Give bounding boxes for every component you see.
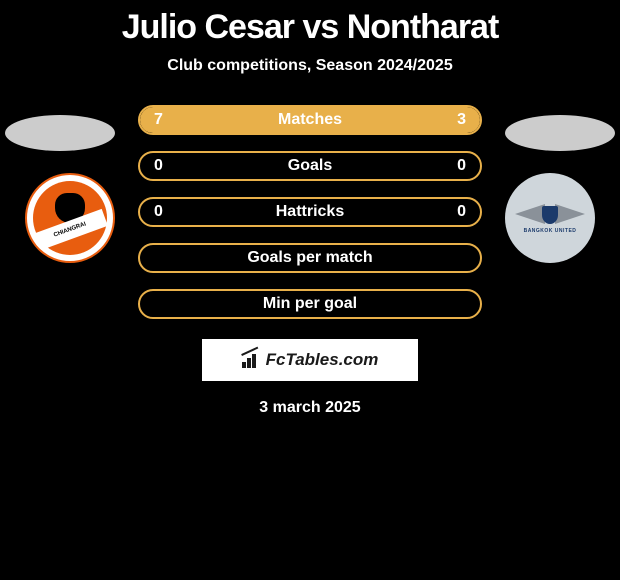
stats-bars: 7 Matches 3 0 Goals 0 0 Hattricks 0 Goal… bbox=[138, 105, 482, 319]
stat-row-hattricks: 0 Hattricks 0 bbox=[138, 197, 482, 227]
stat-label: Matches bbox=[140, 111, 480, 129]
footer-date: 3 march 2025 bbox=[0, 399, 620, 417]
team-badge-right-inner: BANGKOK UNITED bbox=[515, 202, 585, 234]
team-badge-right: BANGKOK UNITED bbox=[505, 173, 595, 263]
branding-text: FcTables.com bbox=[266, 350, 379, 370]
stat-row-gpm: Goals per match bbox=[138, 243, 482, 273]
stat-label: Goals per match bbox=[140, 249, 480, 267]
player-right-photo-placeholder bbox=[505, 115, 615, 151]
stat-label: Min per goal bbox=[140, 295, 480, 313]
stat-row-goals: 0 Goals 0 bbox=[138, 151, 482, 181]
stat-label: Hattricks bbox=[140, 203, 480, 221]
fctables-logo-icon bbox=[242, 352, 262, 368]
stat-row-mpg: Min per goal bbox=[138, 289, 482, 319]
team-badge-left: CHIANGRAI bbox=[25, 173, 115, 263]
branding-box: FcTables.com bbox=[202, 339, 418, 381]
badge-right-text: BANGKOK UNITED bbox=[524, 228, 577, 234]
page-title: Julio Cesar vs Nontharat bbox=[0, 0, 620, 47]
stat-row-matches: 7 Matches 3 bbox=[138, 105, 482, 135]
badge-wings-icon bbox=[515, 202, 585, 226]
player-left-photo-placeholder bbox=[5, 115, 115, 151]
team-badge-left-inner: CHIANGRAI bbox=[33, 181, 107, 255]
comparison-area: CHIANGRAI BANGKOK UNITED 7 Matches 3 0 G… bbox=[0, 105, 620, 417]
page-subtitle: Club competitions, Season 2024/2025 bbox=[0, 57, 620, 75]
stat-label: Goals bbox=[140, 157, 480, 175]
